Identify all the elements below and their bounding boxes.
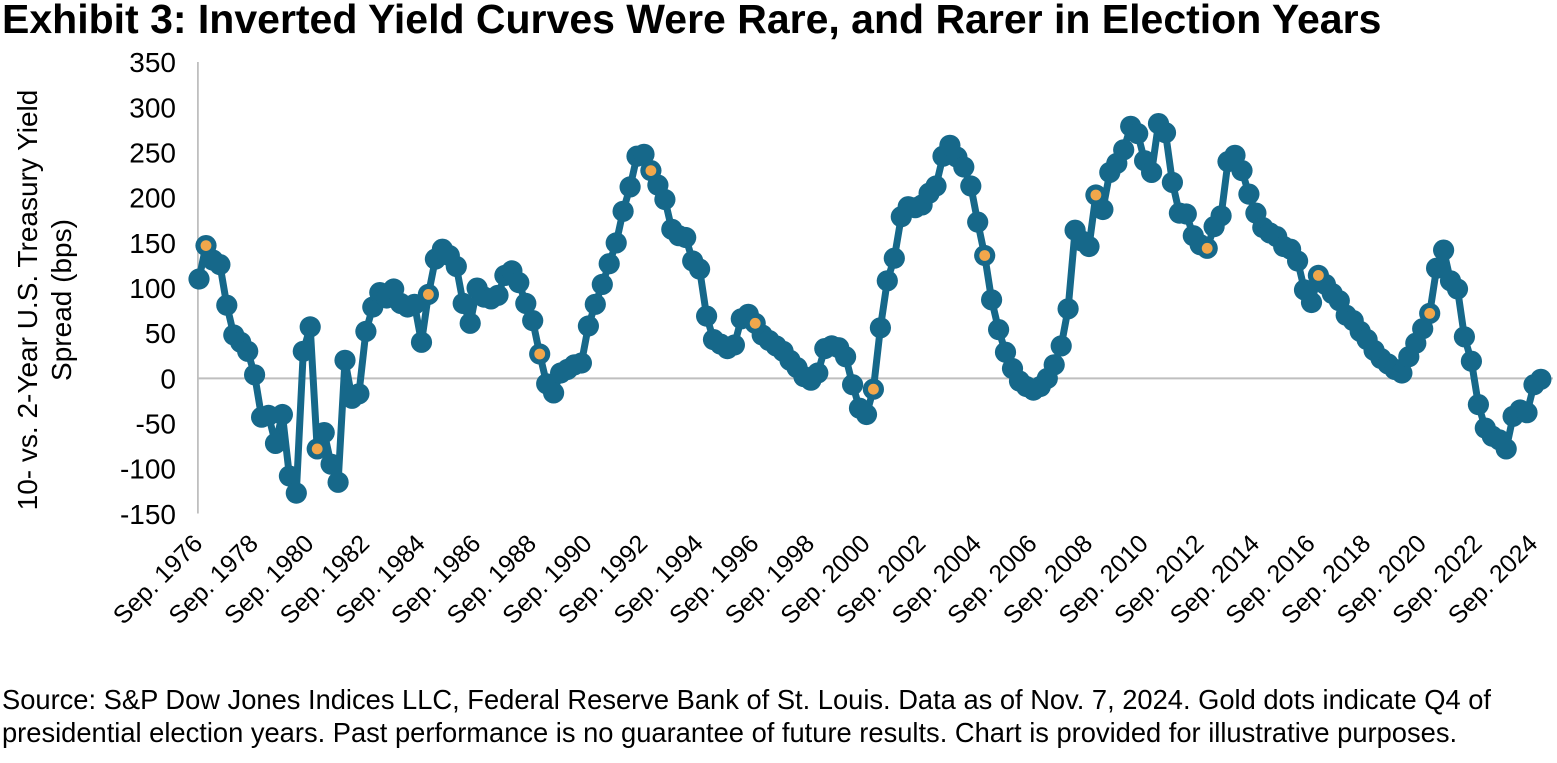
- svg-text:100: 100: [129, 273, 176, 304]
- svg-text:350: 350: [129, 47, 176, 78]
- svg-text:50: 50: [145, 318, 176, 349]
- svg-text:250: 250: [129, 138, 176, 169]
- svg-text:-100: -100: [120, 454, 176, 485]
- svg-text:300: 300: [129, 92, 176, 123]
- svg-text:Exhibit 3: Inverted Yield Curv: Exhibit 3: Inverted Yield Curves Were Ra…: [2, 0, 1381, 42]
- svg-text:10- vs. 2-Year U.S. Treasury Y: 10- vs. 2-Year U.S. Treasury Yield: [12, 90, 43, 511]
- svg-text:Spread (bps): Spread (bps): [46, 219, 77, 381]
- svg-text:200: 200: [129, 183, 176, 214]
- svg-text:-50: -50: [136, 409, 176, 440]
- svg-text:-150: -150: [120, 499, 176, 530]
- svg-text:0: 0: [160, 363, 176, 394]
- svg-text:presidential election years. P: presidential election years. Past perfor…: [2, 717, 1457, 748]
- svg-text:150: 150: [129, 228, 176, 259]
- svg-text:Source: S&P Dow Jones Indices: Source: S&P Dow Jones Indices LLC, Feder…: [2, 684, 1491, 715]
